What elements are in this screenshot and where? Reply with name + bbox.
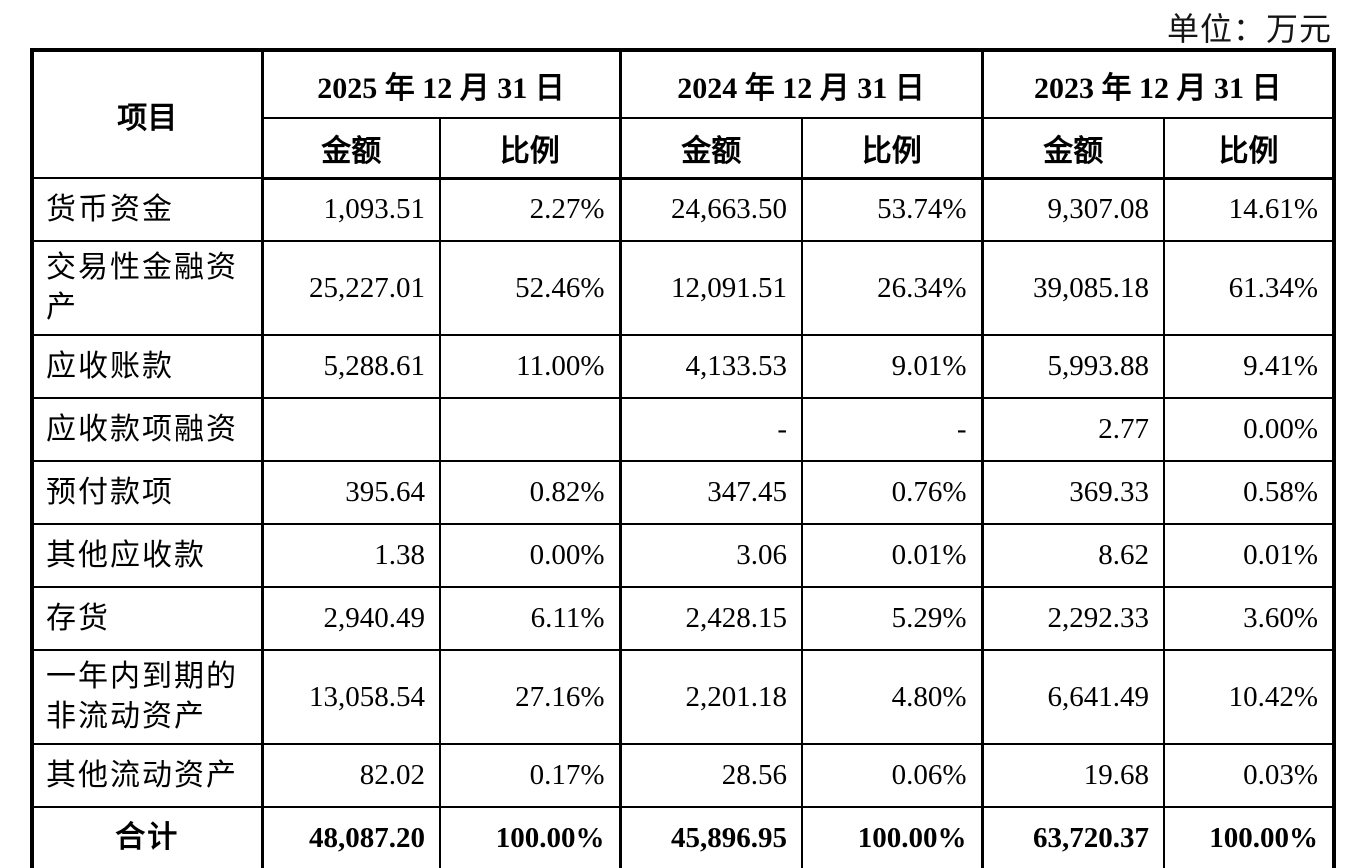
- value-cell-ratio-2025: 0.17%: [439, 743, 621, 808]
- ratio-header-2024: 比例: [801, 117, 983, 180]
- value-cell-ratio-2023: 0.01%: [1163, 523, 1335, 588]
- value-cell-amount-2023: 6,641.49: [980, 649, 1165, 745]
- value-cell-ratio-2025: 0.82%: [439, 460, 621, 525]
- value-cell-ratio-2025: 0.00%: [439, 523, 621, 588]
- value-cell-ratio-2023: 100.00%: [1163, 806, 1335, 868]
- value-cell-amount-2025: 1.38: [260, 523, 441, 588]
- value-cell-amount-2024: 45,896.95: [618, 806, 803, 868]
- value-cell-ratio-2025: 11.00%: [439, 334, 621, 399]
- value-cell-amount-2025: 82.02: [260, 743, 441, 808]
- ratio-header-2023: 比例: [1163, 117, 1335, 180]
- table-row: 一年内到期的非流动资产 13,058.54 27.16% 2,201.18 4.80% 6…: [31, 649, 1335, 745]
- value-cell-amount-2023: 2.77: [980, 397, 1165, 462]
- value-cell-amount-2023: 9,307.08: [980, 177, 1165, 242]
- table-row: 预付款项 395.64 0.82% 347.45 0.76% 369.33 0.58%: [31, 460, 1335, 525]
- value-cell-ratio-2024: -: [801, 397, 983, 462]
- value-cell-ratio-2024: 53.74%: [801, 177, 983, 242]
- value-cell-ratio-2023: 61.34%: [1163, 240, 1335, 336]
- table-total-row: 合计 48,087.20 100.00% 45,896.95 100.00% 63,720…: [31, 806, 1335, 868]
- row-label: 应收款项融资: [31, 397, 263, 462]
- item-column-header: 项目: [31, 49, 263, 179]
- value-cell-ratio-2023: 0.03%: [1163, 743, 1335, 808]
- value-cell-amount-2023: 19.68: [980, 743, 1165, 808]
- value-cell-amount-2024: 2,428.15: [618, 586, 803, 651]
- row-label: 交易性金融资产: [31, 240, 263, 336]
- value-cell-amount-2024: 347.45: [618, 460, 803, 525]
- period-header-2024: 2024 年 12 月 31 日: [618, 49, 983, 119]
- value-cell-amount-2025: 395.64: [260, 460, 441, 525]
- value-cell-amount-2025: [260, 397, 441, 462]
- value-cell-ratio-2023: 10.42%: [1163, 649, 1335, 745]
- ratio-header-2025: 比例: [439, 117, 621, 180]
- unit-label: 单位：万元: [1166, 11, 1332, 47]
- value-cell-amount-2025: 13,058.54: [260, 649, 441, 745]
- table-row: 货币资金 1,093.51 2.27% 24,663.50 53.74% 9,307.08…: [31, 177, 1335, 242]
- value-cell-amount-2025: 25,227.01: [260, 240, 441, 336]
- row-label: 预付款项: [31, 460, 263, 525]
- value-cell-ratio-2024: 0.76%: [801, 460, 983, 525]
- value-cell-ratio-2024: 0.06%: [801, 743, 983, 808]
- value-cell-ratio-2024: 26.34%: [801, 240, 983, 336]
- period-header-row: 项目 2025 年 12 月 31 日 2024 年 12 月 31 日 202…: [31, 49, 1335, 179]
- table-row: 存货 2,940.49 6.11% 2,428.15 5.29% 2,292.33 3.60…: [31, 586, 1335, 651]
- row-label: 存货: [31, 586, 263, 651]
- amount-header-2024: 金额: [618, 117, 803, 180]
- value-cell-amount-2025: 1,093.51: [260, 177, 441, 242]
- value-cell-amount-2023: 8.62: [980, 523, 1165, 588]
- value-cell-ratio-2025: 27.16%: [439, 649, 621, 745]
- value-cell-amount-2024: 24,663.50: [618, 177, 803, 242]
- value-cell-amount-2023: 5,993.88: [980, 334, 1165, 399]
- period-header-2025: 2025 年 12 月 31 日: [260, 49, 621, 119]
- row-label: 货币资金: [31, 177, 263, 242]
- value-cell-amount-2024: -: [618, 397, 803, 462]
- value-cell-ratio-2025: [439, 397, 621, 462]
- row-label: 合计: [31, 806, 263, 868]
- value-cell-ratio-2025: 52.46%: [439, 240, 621, 336]
- value-cell-ratio-2024: 4.80%: [801, 649, 983, 745]
- table-body: 货币资金 1,093.51 2.27% 24,663.50 53.74% 9,307.08…: [31, 177, 1335, 868]
- value-cell-ratio-2024: 5.29%: [801, 586, 983, 651]
- value-cell-amount-2023: 39,085.18: [980, 240, 1165, 336]
- value-cell-amount-2024: 4,133.53: [618, 334, 803, 399]
- row-label: 一年内到期的非流动资产: [31, 649, 263, 745]
- value-cell-amount-2023: 369.33: [980, 460, 1165, 525]
- value-cell-amount-2025: 48,087.20: [260, 806, 441, 868]
- table-row: 其他流动资产 82.02 0.17% 28.56 0.06% 19.68 0.03%: [31, 743, 1335, 808]
- value-cell-amount-2023: 2,292.33: [980, 586, 1165, 651]
- amount-header-2023: 金额: [980, 117, 1165, 180]
- table-row: 其他应收款 1.38 0.00% 3.06 0.01% 8.62 0.01%: [31, 523, 1335, 588]
- value-cell-amount-2025: 5,288.61: [260, 334, 441, 399]
- table-row: 交易性金融资产 25,227.01 52.46% 12,091.51 26.34% 39,…: [31, 240, 1335, 336]
- current-assets-table: 项目 2025 年 12 月 31 日 2024 年 12 月 31 日 202…: [30, 48, 1336, 868]
- value-cell-ratio-2024: 9.01%: [801, 334, 983, 399]
- value-cell-ratio-2023: 0.00%: [1163, 397, 1335, 462]
- row-label: 其他应收款: [31, 523, 263, 588]
- value-cell-ratio-2023: 14.61%: [1163, 177, 1335, 242]
- value-cell-ratio-2023: 9.41%: [1163, 334, 1335, 399]
- value-cell-amount-2024: 28.56: [618, 743, 803, 808]
- value-cell-amount-2023: 63,720.37: [980, 806, 1165, 868]
- value-cell-ratio-2023: 3.60%: [1163, 586, 1335, 651]
- value-cell-amount-2024: 2,201.18: [618, 649, 803, 745]
- table-row: 应收款项融资 - -2.77 0.00%: [31, 397, 1335, 462]
- value-cell-ratio-2024: 0.01%: [801, 523, 983, 588]
- table-row: 应收账款 5,288.61 11.00% 4,133.53 9.01% 5,993.88 9…: [31, 334, 1335, 399]
- row-label: 其他流动资产: [31, 743, 263, 808]
- value-cell-ratio-2025: 100.00%: [439, 806, 621, 868]
- value-cell-amount-2025: 2,940.49: [260, 586, 441, 651]
- table-header: 项目 2025 年 12 月 31 日 2024 年 12 月 31 日 202…: [31, 49, 1335, 180]
- value-cell-amount-2024: 3.06: [618, 523, 803, 588]
- value-cell-ratio-2023: 0.58%: [1163, 460, 1335, 525]
- value-cell-ratio-2024: 100.00%: [801, 806, 983, 868]
- value-cell-ratio-2025: 6.11%: [439, 586, 621, 651]
- value-cell-amount-2024: 12,091.51: [618, 240, 803, 336]
- sub-header-row: 金额 比例 金额 比例 金额 比例: [32, 117, 1335, 180]
- amount-header-2025: 金额: [260, 117, 441, 180]
- period-header-2023: 2023 年 12 月 31 日: [980, 49, 1335, 119]
- row-label: 应收账款: [31, 334, 263, 399]
- value-cell-ratio-2025: 2.27%: [439, 177, 621, 242]
